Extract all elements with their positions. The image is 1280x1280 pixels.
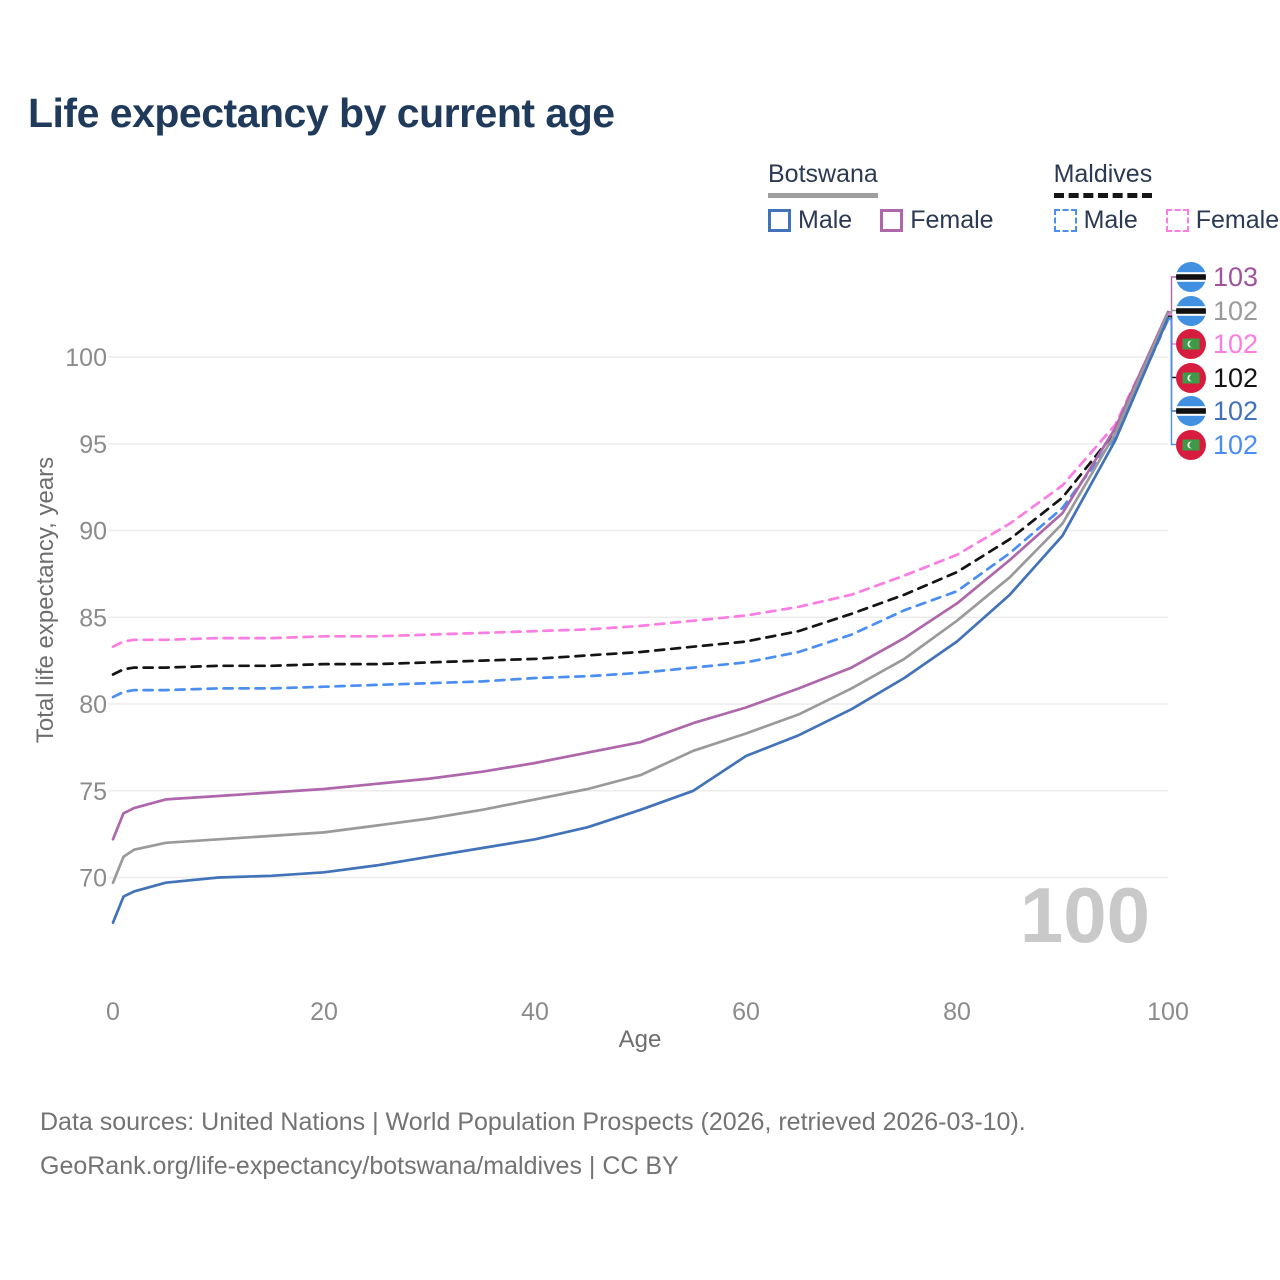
botswana-flag-icon (1176, 262, 1206, 292)
endpoint-value: 102 (1213, 396, 1259, 426)
legend-item-label: Male (1083, 206, 1138, 234)
x-tick-label: 60 (732, 998, 760, 1026)
y-tick-label: 90 (79, 518, 107, 546)
endpoint-value: 103 (1213, 262, 1259, 292)
legend-item-maldives-female[interactable]: Female (1165, 206, 1280, 235)
endpoint-connector (1168, 309, 1176, 315)
maldives-flag-icon (1176, 362, 1206, 393)
endpoint-value: 102 (1213, 295, 1259, 326)
legend-item-label: Female (910, 206, 994, 234)
endpoint-connector (1168, 319, 1176, 446)
endpoint-label-row: 102 (1176, 362, 1259, 393)
y-tick-label: 80 (79, 691, 107, 719)
endpoint-value: 102 (1213, 329, 1259, 359)
footer-url: GeoRank.org/life-expectancy/botswana/mal… (40, 1152, 679, 1180)
legend-items-maldives: Male Female (1053, 206, 1280, 235)
legend-group-botswana: Botswana Male Female (768, 160, 994, 235)
endpoint-label-row: 102 (1176, 329, 1258, 359)
botswana-flag-icon (1176, 295, 1206, 326)
series-line-bw_male[interactable] (111, 316, 1170, 924)
y-tick-label: 95 (79, 431, 107, 459)
legend-item-label: Female (1195, 206, 1280, 234)
endpoint-label-row: 102 (1176, 396, 1258, 426)
x-tick-label: 40 (521, 998, 549, 1026)
x-tick-label: 100 (1147, 998, 1189, 1026)
series-line-mv_both[interactable] (111, 314, 1170, 676)
maldives-flag-icon (1176, 329, 1206, 359)
x-tick-label: 20 (310, 998, 338, 1026)
endpoint-value: 102 (1213, 429, 1259, 460)
footer: Data sources: United Nations | World Pop… (40, 1108, 1026, 1196)
legend-item-maldives-male[interactable]: Male (1053, 206, 1138, 235)
legend-item-label: Male (798, 206, 853, 234)
series-line-bw_both[interactable] (111, 312, 1170, 885)
legend-item-botswana-female[interactable]: Female (880, 206, 994, 235)
series-line-mv_female[interactable] (111, 313, 1170, 649)
y-tick-label: 100 (65, 344, 107, 372)
botswana-female-swatch-icon (880, 209, 904, 232)
legend-group-title-botswana[interactable]: Botswana (768, 160, 878, 198)
legend-items-botswana: Male Female (768, 206, 994, 235)
endpoint-label-row: 103 (1176, 262, 1258, 292)
series-line-bw_female[interactable] (111, 310, 1170, 841)
endpoint-connector (1168, 276, 1176, 313)
x-axis-title: Age (618, 1026, 662, 1053)
age-counter-watermark: 100 (1019, 871, 1150, 959)
endpoint-label-row: 102 (1176, 429, 1259, 460)
footer-datasource: Data sources: United Nations | World Pop… (40, 1108, 1026, 1136)
legend-group-title-maldives[interactable]: Maldives (1053, 160, 1153, 198)
legend: Botswana Male Female Maldives Male (768, 160, 1279, 235)
y-tick-label: 70 (79, 865, 107, 893)
y-axis-title: Total life expectancy, years (32, 456, 59, 744)
endpoint-value: 102 (1213, 362, 1259, 393)
chart-title: Life expectancy by current age (28, 90, 615, 136)
y-tick-label: 85 (79, 604, 107, 632)
legend-group-maldives: Maldives Male Female (1053, 160, 1280, 235)
botswana-flag-icon (1176, 396, 1206, 426)
legend-item-botswana-male[interactable]: Male (768, 206, 852, 235)
series-line-mv_male[interactable] (111, 318, 1170, 699)
x-tick-label: 80 (943, 998, 971, 1026)
x-tick-label: 0 (106, 998, 120, 1026)
maldives-female-swatch-icon (1165, 209, 1189, 232)
endpoint-label-row: 102 (1176, 295, 1259, 326)
y-tick-label: 75 (79, 778, 107, 806)
maldives-flag-icon (1176, 429, 1206, 460)
botswana-male-swatch-icon (768, 209, 791, 232)
maldives-male-swatch-icon (1053, 209, 1077, 232)
